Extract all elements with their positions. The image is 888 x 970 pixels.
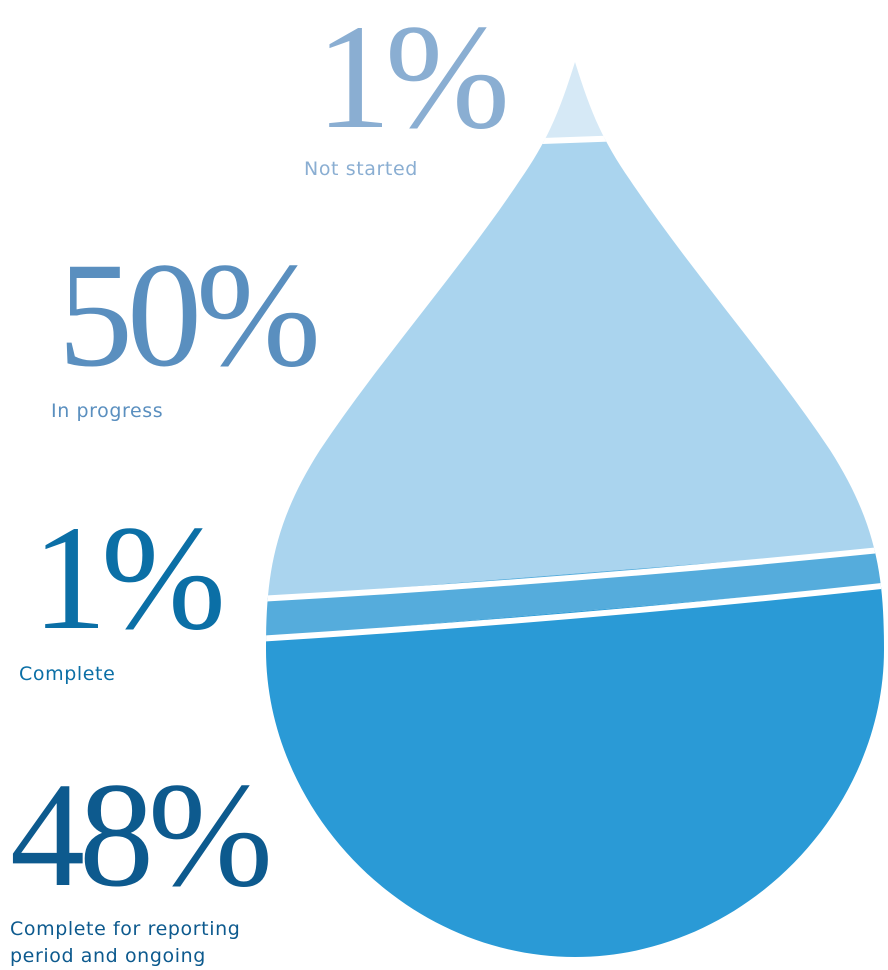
layer-complete-ongoing [266, 584, 884, 957]
category-label-complete: Complete [19, 663, 116, 685]
stat-not-started: 1% Not started [304, 0, 510, 183]
stat-in-progress: 50% In progress [51, 232, 321, 425]
layer-in-progress [266, 128, 884, 600]
value-label-in-progress: 50% [58, 232, 321, 398]
value-label-complete: 1% [32, 495, 226, 661]
value-label-not-started: 1% [316, 0, 510, 160]
layer-complete [266, 548, 884, 640]
layer-separator [266, 545, 884, 603]
category-label-in-progress: In progress [51, 400, 164, 422]
category-label-complete-ongoing: Complete for reporting period and ongoin… [10, 918, 241, 967]
category-label-not-started: Not started [304, 158, 418, 180]
value-label-complete-ongoing: 48% [10, 752, 273, 918]
stat-complete: 1% Complete [19, 495, 226, 688]
layer-separator [266, 581, 884, 643]
stat-complete-ongoing: 48% Complete for reporting period and on… [10, 752, 273, 970]
